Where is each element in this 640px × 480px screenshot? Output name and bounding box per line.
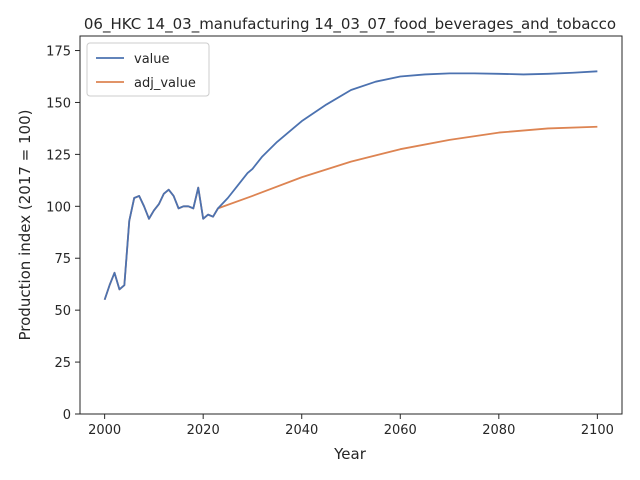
chart-title: 06_HKC 14_03_manufacturing 14_03_07_food… bbox=[84, 15, 616, 34]
plot-frame bbox=[79, 35, 623, 415]
legend-label-value: value bbox=[134, 52, 170, 67]
x-tick-label: 2080 bbox=[482, 423, 515, 438]
series-line-adj-value bbox=[103, 125, 598, 301]
x-tick-label: 2020 bbox=[187, 423, 220, 438]
x-tick-label: 2060 bbox=[384, 423, 417, 438]
x-axis-label: Year bbox=[333, 445, 367, 463]
y-axis-ticks: 0 25 50 75 100 125 150 175 bbox=[46, 45, 80, 423]
y-axis-label: Production index (2017 = 100) bbox=[16, 110, 34, 341]
legend: value adj_value bbox=[86, 42, 210, 97]
legend-label-adj-value: adj_value bbox=[134, 76, 196, 91]
plot-lines bbox=[103, 70, 598, 301]
y-tick-label: 150 bbox=[46, 96, 71, 111]
y-tick-label: 0 bbox=[63, 408, 71, 423]
x-tick-label: 2100 bbox=[581, 423, 614, 438]
y-tick-label: 125 bbox=[46, 148, 71, 163]
x-tick-label: 2000 bbox=[88, 423, 121, 438]
series-line-value bbox=[103, 70, 598, 301]
y-tick-label: 75 bbox=[54, 252, 71, 267]
x-tick-label: 2040 bbox=[285, 423, 318, 438]
y-tick-label: 175 bbox=[46, 45, 71, 60]
x-axis-ticks: 2000 2020 2040 2060 2080 2100 bbox=[88, 414, 614, 438]
y-tick-label: 25 bbox=[54, 356, 71, 371]
y-tick-label: 50 bbox=[54, 304, 71, 319]
y-tick-label: 100 bbox=[46, 200, 71, 215]
